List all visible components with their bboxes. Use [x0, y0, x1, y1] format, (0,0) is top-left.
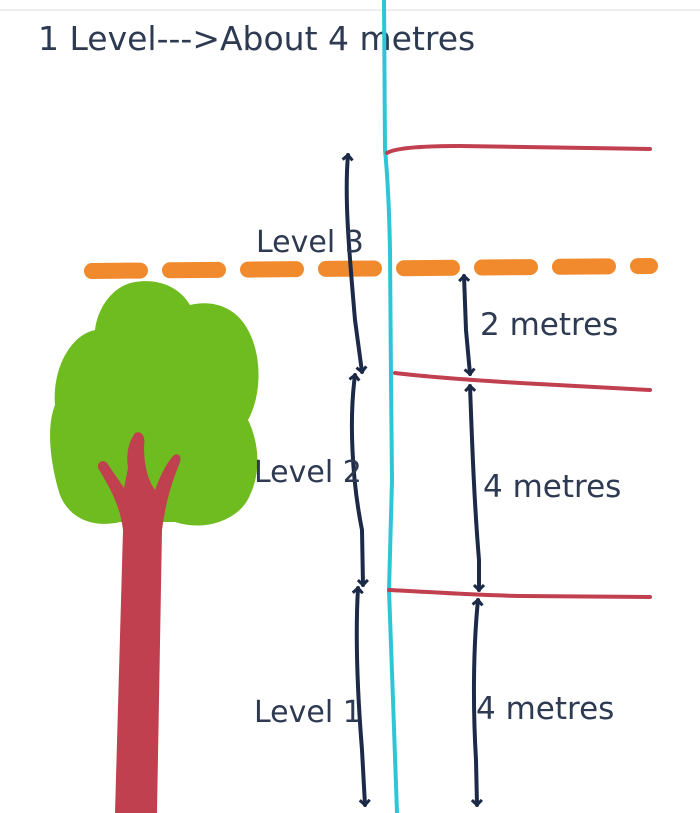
tree-top-dashed-line	[84, 258, 658, 279]
level-label-3: Level 3	[256, 225, 364, 260]
level-arrows	[347, 155, 365, 805]
measure-label-4m-upper: 4 metres	[483, 469, 621, 505]
level3-arrow	[347, 155, 362, 372]
roof-line	[385, 143, 652, 155]
measure-4m-upper-arrow	[470, 386, 479, 590]
tree	[50, 281, 259, 813]
level-label-2: Level 2	[254, 455, 362, 490]
building-edge	[382, 0, 399, 813]
diagram-title: 1 Level--->About 4 metres	[38, 19, 475, 58]
measure-label-2m: 2 metres	[480, 307, 618, 343]
level-label-1: Level 1	[254, 695, 362, 730]
tree-foliage	[50, 281, 259, 526]
measurement-arrows	[464, 276, 479, 805]
level2-arrow	[352, 375, 363, 585]
floor-line-level3	[393, 371, 652, 392]
measure-label-4m-lower: 4 metres	[476, 691, 614, 727]
measure-4m-lower-arrow	[474, 600, 478, 805]
tree-trunk	[97, 432, 181, 813]
level1-arrow	[357, 588, 365, 805]
floor-line-level2	[387, 588, 652, 599]
measure-2m-arrow	[464, 276, 470, 374]
